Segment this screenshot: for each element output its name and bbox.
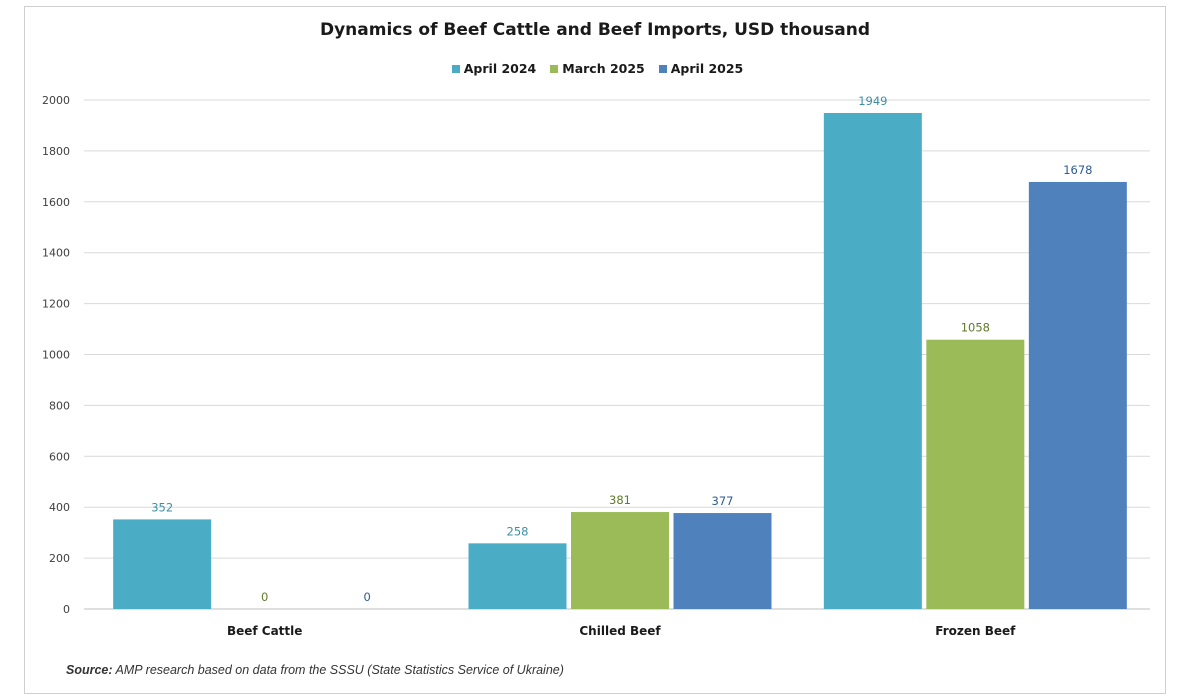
data-label: 1058 bbox=[961, 321, 990, 335]
y-tick-label: 0 bbox=[63, 603, 70, 616]
legend-item-april-2024: April 2024 bbox=[451, 61, 537, 76]
y-tick-label: 400 bbox=[49, 501, 70, 514]
y-tick-label: 1000 bbox=[42, 349, 70, 362]
y-tick-label: 1400 bbox=[42, 247, 70, 260]
bar bbox=[926, 339, 1025, 609]
bar bbox=[571, 512, 669, 609]
data-label: 381 bbox=[609, 493, 631, 507]
legend-label: April 2024 bbox=[463, 61, 537, 76]
bar bbox=[468, 543, 567, 609]
chart-legend: April 2024 March 2025 April 2025 bbox=[0, 61, 1195, 76]
y-tick-label: 800 bbox=[49, 399, 70, 412]
legend-item-april-2025: April 2025 bbox=[658, 61, 744, 76]
data-label: 1678 bbox=[1063, 163, 1092, 177]
y-tick-label: 2000 bbox=[42, 94, 70, 107]
y-tick-label: 600 bbox=[49, 450, 70, 463]
y-tick-label: 200 bbox=[49, 552, 70, 565]
y-tick-label: 1600 bbox=[42, 196, 70, 209]
source-text: AMP research based on data from the SSSU… bbox=[112, 663, 564, 677]
category-label: Chilled Beef bbox=[579, 624, 661, 638]
source-label: Source: bbox=[66, 663, 113, 677]
y-tick-label: 1200 bbox=[42, 298, 70, 311]
data-label: 352 bbox=[151, 500, 173, 514]
legend-label: April 2025 bbox=[670, 61, 744, 76]
bar bbox=[113, 519, 212, 609]
data-label: 0 bbox=[364, 590, 371, 604]
bar bbox=[823, 112, 922, 610]
legend-swatch bbox=[550, 64, 559, 73]
data-label: 1949 bbox=[858, 94, 887, 108]
legend-swatch bbox=[451, 64, 460, 73]
bar bbox=[673, 513, 772, 609]
data-label: 258 bbox=[507, 524, 529, 538]
y-tick-label: 1800 bbox=[42, 145, 70, 158]
legend-swatch bbox=[658, 64, 667, 73]
data-label: 377 bbox=[712, 494, 734, 508]
bar bbox=[1028, 181, 1127, 609]
legend-item-march-2025: March 2025 bbox=[550, 61, 645, 76]
category-label: Frozen Beef bbox=[935, 624, 1016, 638]
legend-label: March 2025 bbox=[562, 61, 645, 76]
source-note: Source: AMP research based on data from … bbox=[66, 663, 564, 677]
category-label: Beef Cattle bbox=[227, 624, 302, 638]
chart-title: Dynamics of Beef Cattle and Beef Imports… bbox=[319, 20, 871, 40]
data-label: 0 bbox=[261, 590, 268, 604]
